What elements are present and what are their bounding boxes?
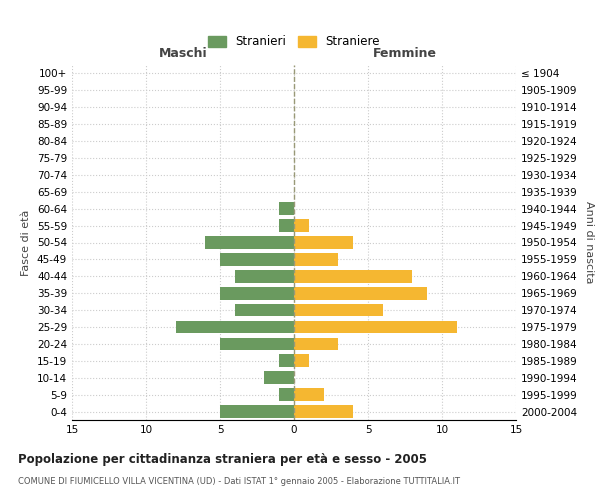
- Bar: [294, 405, 353, 418]
- Text: Maschi: Maschi: [158, 47, 208, 60]
- Bar: [294, 270, 412, 282]
- Bar: [279, 220, 294, 232]
- Bar: [294, 253, 338, 266]
- Bar: [220, 287, 294, 300]
- Bar: [220, 338, 294, 350]
- Bar: [176, 320, 294, 334]
- Bar: [279, 354, 294, 367]
- Text: Femmine: Femmine: [373, 47, 437, 60]
- Legend: Stranieri, Straniere: Stranieri, Straniere: [205, 32, 383, 52]
- Bar: [294, 338, 338, 350]
- Bar: [279, 202, 294, 215]
- Bar: [294, 287, 427, 300]
- Bar: [294, 304, 383, 316]
- Bar: [279, 388, 294, 401]
- Y-axis label: Fasce di età: Fasce di età: [22, 210, 31, 276]
- Bar: [235, 270, 294, 282]
- Bar: [294, 220, 309, 232]
- Bar: [220, 405, 294, 418]
- Bar: [235, 304, 294, 316]
- Y-axis label: Anni di nascita: Anni di nascita: [584, 201, 594, 284]
- Bar: [294, 320, 457, 334]
- Bar: [205, 236, 294, 249]
- Bar: [294, 388, 323, 401]
- Text: COMUNE DI FIUMICELLO VILLA VICENTINA (UD) - Dati ISTAT 1° gennaio 2005 - Elabora: COMUNE DI FIUMICELLO VILLA VICENTINA (UD…: [18, 478, 460, 486]
- Text: Popolazione per cittadinanza straniera per età e sesso - 2005: Popolazione per cittadinanza straniera p…: [18, 452, 427, 466]
- Bar: [265, 372, 294, 384]
- Bar: [294, 354, 309, 367]
- Bar: [294, 236, 353, 249]
- Bar: [220, 253, 294, 266]
